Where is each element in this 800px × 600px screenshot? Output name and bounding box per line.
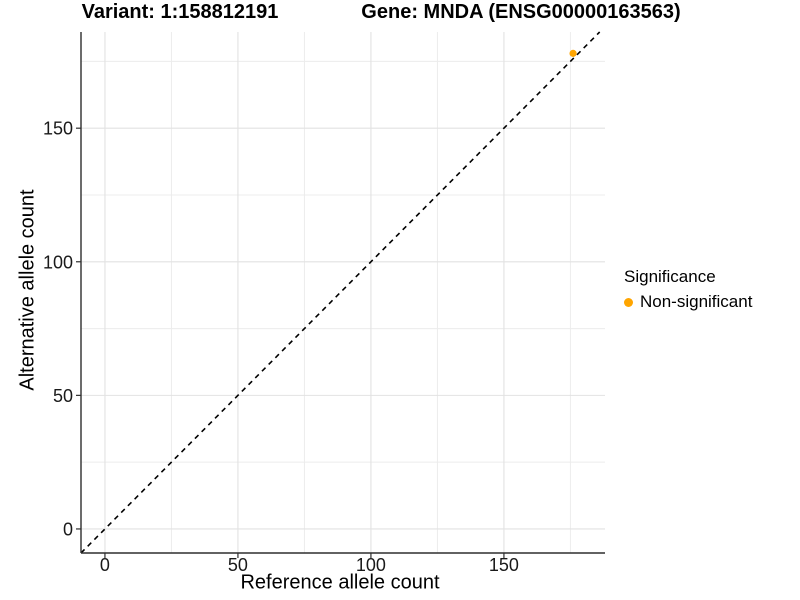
y-tick-label: 100: [43, 252, 73, 272]
x-tick-label: 100: [356, 555, 386, 575]
legend-point-icon: [624, 297, 633, 307]
y-axis-label: Alternative allele count: [16, 189, 39, 391]
x-tick-label: 0: [100, 555, 110, 575]
y-tick-label: 50: [53, 386, 73, 406]
variant-title: Variant: 1:158812191: [81, 1, 279, 23]
x-tick-label: 150: [489, 555, 519, 575]
y-tick-label: 150: [43, 119, 73, 139]
x-axis-label: Reference allele count: [240, 571, 440, 594]
identity-line: [80, 31, 601, 554]
legend-item-label: Non-significant: [640, 292, 753, 311]
y-tick-label: 0: [63, 519, 73, 539]
data-point: [569, 49, 577, 57]
legend: Significance Non-significant: [624, 267, 752, 311]
gene-title: Gene: MNDA (ENSG00000163563): [361, 1, 681, 23]
legend-title: Significance: [624, 267, 716, 286]
legend-item: Non-significant: [624, 293, 752, 311]
x-tick-label: 50: [228, 555, 248, 575]
